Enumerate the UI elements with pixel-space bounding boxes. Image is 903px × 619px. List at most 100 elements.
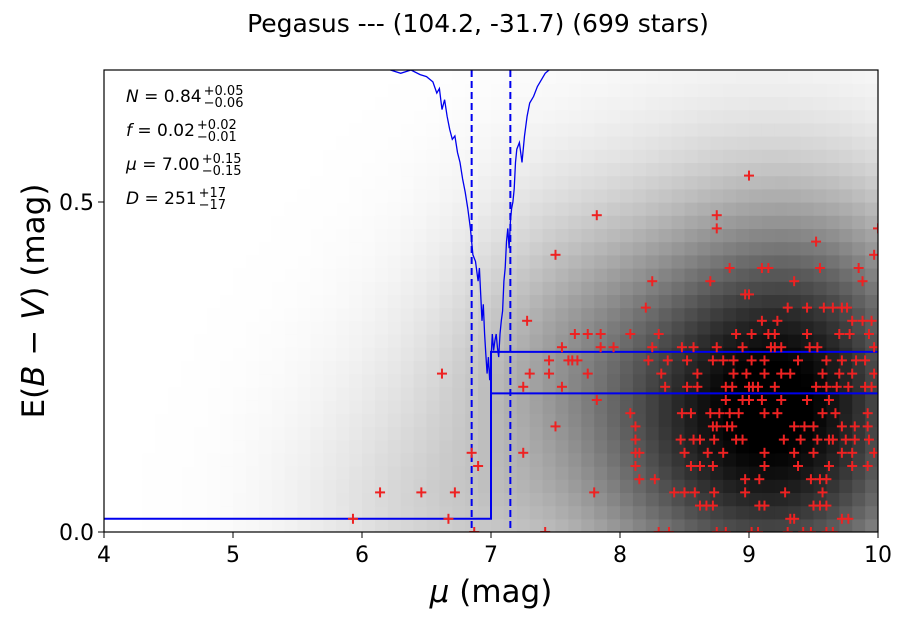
density-cell (142, 188, 157, 203)
density-cell (374, 386, 389, 401)
density-cell (400, 162, 415, 177)
density-cell (645, 492, 660, 507)
density-cell (142, 96, 157, 111)
density-cell (787, 215, 802, 229)
density-cell (813, 215, 827, 229)
density-cell (400, 386, 415, 401)
star-marker (685, 408, 696, 419)
density-cell (413, 492, 428, 507)
density-cell (684, 254, 698, 269)
density-cell (813, 400, 827, 414)
density-cell (594, 426, 608, 441)
density-cell (168, 307, 182, 322)
density-cell (813, 294, 827, 309)
density-cell (749, 96, 763, 111)
density-cell (142, 109, 157, 124)
density-cell (362, 466, 376, 480)
star-marker (836, 355, 847, 366)
density-cell (233, 149, 247, 163)
density-cell (542, 466, 557, 480)
density-cell (297, 518, 311, 532)
density-cell (374, 492, 389, 507)
density-cell (620, 347, 634, 361)
density-cell (323, 320, 337, 335)
density-cell (607, 492, 621, 507)
density-cell (723, 188, 737, 203)
density-cell (258, 320, 273, 335)
star-marker (744, 395, 754, 405)
density-cell (104, 70, 118, 84)
star-marker (676, 342, 687, 353)
density-cell (194, 452, 208, 467)
y-axis-label: E(B − V) (mag) (16, 184, 52, 419)
density-cell (336, 241, 350, 256)
density-cell (736, 334, 750, 348)
density-cell (297, 215, 311, 229)
density-cell (116, 175, 131, 190)
star-marker (662, 355, 673, 366)
density-cell (400, 426, 415, 441)
density-cell (749, 188, 763, 203)
density-cell (297, 307, 311, 322)
density-cell (271, 202, 286, 216)
density-cell (826, 294, 840, 309)
star-marker (823, 395, 834, 405)
density-cell (233, 162, 247, 177)
density-cell (323, 228, 337, 243)
density-cell (620, 162, 634, 177)
density-cell (774, 109, 789, 124)
density-cell (413, 83, 428, 97)
density-cell (400, 228, 415, 243)
star-marker (817, 368, 828, 379)
density-cell (245, 175, 260, 190)
density-cell (142, 254, 157, 269)
density-cell (852, 215, 866, 229)
density-cell (852, 228, 866, 243)
density-cell (233, 466, 247, 480)
star-marker (812, 434, 823, 445)
density-cell (555, 136, 569, 150)
density-cell (374, 466, 389, 480)
density-cell (129, 254, 144, 269)
density-cell (607, 413, 621, 427)
density-cell (284, 109, 299, 124)
density-cell (387, 426, 402, 441)
density-cell (632, 307, 647, 322)
density-cell (284, 254, 299, 269)
density-cell (632, 518, 647, 532)
density-cell (271, 452, 286, 467)
density-cell (374, 347, 389, 361)
density-cell (233, 109, 247, 124)
density-cell (697, 228, 711, 243)
density-cell (400, 479, 415, 493)
density-cell (258, 83, 273, 97)
density-cell (271, 492, 286, 507)
density-cell (374, 96, 389, 111)
density-cell (245, 426, 260, 441)
star-marker (711, 223, 722, 234)
density-cell (220, 294, 234, 309)
density-cell (852, 466, 866, 480)
density-cell (491, 83, 505, 97)
density-cell (774, 479, 789, 493)
density-cell (245, 466, 260, 480)
density-cell (594, 505, 608, 520)
density-cell (852, 162, 866, 177)
density-cell (542, 188, 557, 203)
density-cell (142, 215, 157, 229)
density-cell (800, 492, 815, 507)
density-cell (104, 360, 118, 375)
density-cell (284, 175, 299, 190)
density-cell (736, 307, 750, 322)
density-cell (658, 96, 673, 111)
density-cell (478, 162, 492, 177)
density-cell (478, 122, 492, 137)
density-cell (413, 426, 428, 441)
density-cell (426, 426, 440, 441)
density-cell (387, 360, 402, 375)
star-marker (831, 381, 842, 392)
density-cell (529, 505, 544, 520)
density-cell (116, 426, 131, 441)
density-cell (297, 122, 311, 137)
density-cell (207, 413, 221, 427)
